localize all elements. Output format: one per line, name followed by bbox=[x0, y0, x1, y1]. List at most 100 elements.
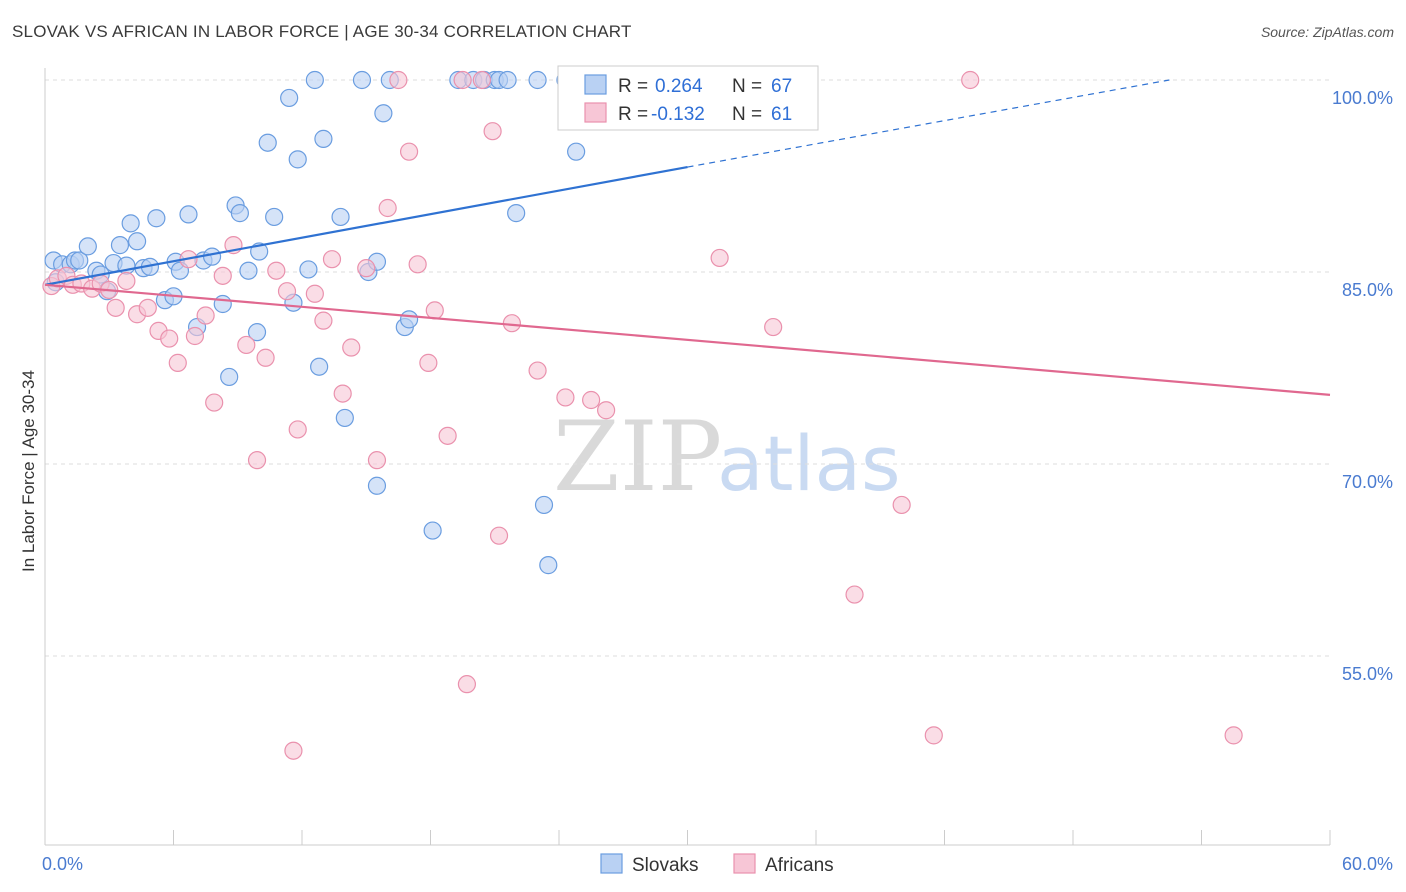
trend-line-slovaks bbox=[44, 165, 688, 286]
point-africans-54 bbox=[764, 317, 783, 337]
point-slovaks-44 bbox=[352, 70, 372, 90]
point-slovaks-11 bbox=[110, 236, 130, 255]
point-slovaks-14 bbox=[127, 232, 147, 251]
point-africans-19 bbox=[213, 266, 232, 285]
point-africans-14 bbox=[168, 353, 187, 372]
bottom-legend-label-slovaks: Slovaks bbox=[632, 855, 699, 876]
point-africans-43 bbox=[457, 675, 477, 694]
y-tick-labels: 55.0% 70.0% 85.0% 100.0% bbox=[1332, 88, 1393, 684]
point-slovaks-13 bbox=[121, 214, 140, 233]
point-africans-49 bbox=[556, 388, 575, 407]
point-africans-33 bbox=[357, 259, 376, 278]
point-slovaks-6 bbox=[78, 237, 97, 256]
y-tick-label-2: 85.0% bbox=[1342, 280, 1393, 300]
point-slovaks-52 bbox=[423, 521, 442, 540]
chart-title: SLOVAK VS AFRICAN IN LABOR FORCE | AGE 3… bbox=[12, 22, 632, 41]
point-africans-29 bbox=[314, 311, 333, 330]
bottom-legend-swatch-slovaks bbox=[600, 853, 623, 874]
point-slovaks-33 bbox=[258, 133, 277, 152]
legend-n-value-africans: 61 bbox=[771, 104, 792, 125]
point-slovaks-64 bbox=[567, 142, 586, 161]
point-africans-41 bbox=[438, 426, 457, 445]
point-africans-8 bbox=[106, 298, 125, 317]
point-slovaks-61 bbox=[534, 495, 554, 515]
point-africans-45 bbox=[483, 122, 502, 141]
y-tick-label-1: 70.0% bbox=[1342, 472, 1393, 492]
point-africans-27 bbox=[288, 420, 307, 439]
bottom-legend-swatch-africans bbox=[733, 853, 756, 874]
axes bbox=[44, 68, 1331, 846]
x-tick-label-0: 0.0% bbox=[42, 854, 83, 874]
point-slovaks-5 bbox=[70, 251, 89, 270]
point-africans-48 bbox=[528, 361, 547, 380]
point-slovaks-43 bbox=[335, 408, 354, 428]
point-africans-30 bbox=[322, 250, 342, 269]
legend-n-label-slovaks: N = bbox=[732, 76, 762, 97]
point-africans-53 bbox=[710, 248, 729, 268]
source-label: Source: ZipAtlas.com bbox=[1260, 24, 1394, 40]
point-africans-39 bbox=[419, 353, 438, 372]
watermark-zip-text: ZIP bbox=[553, 401, 722, 513]
point-africans-58 bbox=[924, 726, 943, 745]
point-africans-22 bbox=[247, 451, 267, 470]
point-slovaks-41 bbox=[314, 129, 333, 148]
point-africans-28 bbox=[305, 284, 324, 303]
gridlines bbox=[45, 79, 1330, 657]
x-tick-label-1: 60.0% bbox=[1342, 854, 1393, 874]
point-slovaks-59 bbox=[507, 204, 526, 223]
point-africans-13 bbox=[160, 329, 179, 348]
point-africans-59 bbox=[961, 70, 980, 90]
bottom-legend-label-africans: Africans bbox=[765, 855, 834, 876]
point-africans-56 bbox=[845, 585, 864, 604]
point-slovaks-39 bbox=[305, 70, 324, 90]
x-tick-labels: 0.0% 60.0% bbox=[42, 854, 1393, 874]
point-africans-24 bbox=[267, 261, 286, 280]
point-slovaks-48 bbox=[374, 104, 393, 123]
point-slovaks-51 bbox=[399, 310, 419, 329]
point-africans-32 bbox=[342, 338, 361, 357]
trend-line-extension-slovaks bbox=[687, 79, 1170, 168]
point-slovaks-26 bbox=[213, 294, 232, 314]
point-africans-21 bbox=[237, 335, 256, 355]
point-slovaks-35 bbox=[280, 88, 299, 108]
point-africans-11 bbox=[138, 298, 157, 317]
point-africans-26 bbox=[284, 741, 303, 760]
point-slovaks-30 bbox=[239, 261, 258, 280]
point-africans-44 bbox=[472, 70, 491, 90]
point-africans-23 bbox=[256, 348, 275, 367]
point-africans-46 bbox=[489, 526, 509, 545]
point-slovaks-42 bbox=[331, 207, 350, 227]
point-africans-9 bbox=[117, 271, 136, 291]
point-africans-37 bbox=[399, 142, 419, 161]
point-slovaks-62 bbox=[539, 556, 558, 575]
legend-n-value-slovaks: 67 bbox=[771, 76, 792, 97]
point-africans-31 bbox=[333, 384, 352, 403]
legend: R = 0.264 N = 67 R = -0.132 N = 61 bbox=[557, 65, 819, 131]
point-slovaks-27 bbox=[220, 367, 239, 387]
y-tick-label-0: 55.0% bbox=[1342, 664, 1393, 684]
point-slovaks-34 bbox=[265, 207, 284, 227]
legend-r-label-slovaks: R = bbox=[618, 76, 648, 97]
point-slovaks-46 bbox=[367, 476, 387, 495]
point-slovaks-60 bbox=[528, 70, 547, 90]
point-africans-17 bbox=[196, 306, 215, 325]
point-slovaks-25 bbox=[202, 247, 222, 266]
point-slovaks-22 bbox=[179, 205, 198, 224]
point-africans-51 bbox=[597, 401, 616, 420]
legend-r-value-slovaks: 0.264 bbox=[655, 76, 703, 97]
y-tick-label-3: 100.0% bbox=[1332, 88, 1393, 108]
point-africans-60 bbox=[1224, 726, 1243, 745]
point-africans-40 bbox=[425, 301, 444, 320]
point-slovaks-29 bbox=[230, 204, 249, 223]
point-slovaks-58 bbox=[498, 70, 517, 90]
point-africans-50 bbox=[582, 390, 601, 410]
bottom-legend: Slovaks Africans bbox=[600, 853, 834, 876]
point-slovaks-17 bbox=[147, 209, 166, 228]
legend-r-label-africans: R = bbox=[618, 104, 648, 125]
point-slovaks-40 bbox=[310, 357, 329, 376]
point-africans-57 bbox=[892, 495, 911, 515]
point-africans-16 bbox=[185, 326, 205, 346]
point-africans-42 bbox=[453, 70, 472, 90]
legend-r-value-africans: -0.132 bbox=[651, 104, 705, 125]
